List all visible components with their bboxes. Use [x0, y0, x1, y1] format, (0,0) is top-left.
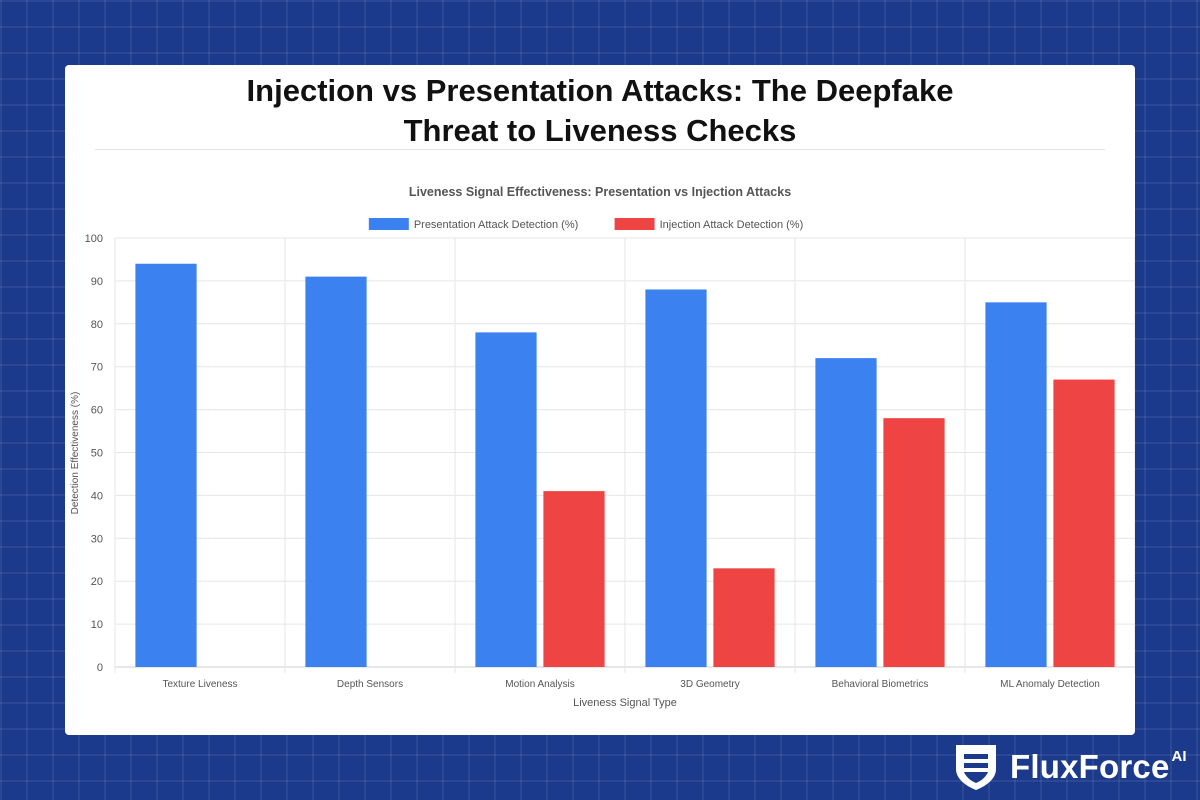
chart-title: Liveness Signal Effectiveness: Presentat… [409, 185, 791, 199]
y-tick-label: 0 [97, 662, 103, 674]
bar-injection[interactable] [1053, 379, 1115, 667]
chart-bars [135, 263, 1115, 667]
x-axis-label: Liveness Signal Type [573, 697, 677, 709]
y-tick-label: 10 [91, 619, 103, 631]
content-card: Injection vs Presentation Attacks: The D… [65, 65, 1135, 735]
page-title: Injection vs Presentation Attacks: The D… [65, 71, 1135, 151]
x-tick-label: Depth Sensors [337, 679, 403, 690]
bar-presentation[interactable] [135, 263, 197, 667]
x-tick-label: ML Anomaly Detection [1000, 679, 1100, 690]
bar-chart: Liveness Signal Effectiveness: Presentat… [70, 185, 1135, 709]
x-tick-label: Texture Liveness [162, 679, 237, 690]
bar-presentation[interactable] [985, 302, 1047, 667]
x-axis-ticks: Texture Liveness Depth Sensors Motion Anal… [162, 679, 1099, 690]
y-tick-label: 90 [91, 276, 103, 288]
y-axis-ticks: 0 10 20 30 40 50 60 70 80 90 100 [85, 233, 103, 674]
legend-swatch [368, 218, 409, 230]
page-title-line-2: Threat to Liveness Checks [403, 113, 797, 148]
y-tick-label: 50 [91, 448, 103, 460]
y-tick-label: 100 [85, 233, 103, 245]
bar-injection[interactable] [883, 418, 945, 667]
title-divider [95, 149, 1105, 150]
bar-presentation[interactable] [645, 289, 707, 667]
brand-logo: FluxForce AI [950, 742, 1187, 792]
shield-icon [956, 745, 996, 790]
page-title-line-1: Injection vs Presentation Attacks: The D… [246, 73, 954, 108]
legend-label: Injection Attack Detection (%) [660, 219, 804, 231]
brand-suffix: AI [1171, 748, 1187, 765]
bar-presentation[interactable] [305, 276, 367, 667]
y-tick-label: 60 [91, 405, 103, 417]
y-tick-label: 40 [91, 490, 103, 502]
y-axis-label: Detection Effectiveness (%) [70, 392, 81, 515]
x-tick-label: Motion Analysis [505, 679, 574, 690]
y-tick-label: 20 [91, 576, 103, 588]
chart-grid [114, 237, 1135, 673]
bar-presentation[interactable] [475, 332, 537, 667]
x-tick-label: 3D Geometry [680, 679, 739, 690]
legend-swatch [614, 218, 655, 230]
y-tick-label: 80 [91, 319, 103, 331]
bar-presentation[interactable] [815, 358, 877, 667]
brand-name: FluxForce [1010, 748, 1170, 785]
bar-injection[interactable] [543, 491, 605, 667]
chart-legend: Presentation Attack Detection (%) Injecti… [368, 218, 804, 231]
legend-label: Presentation Attack Detection (%) [414, 219, 578, 231]
y-tick-label: 70 [91, 362, 103, 374]
y-tick-label: 30 [91, 533, 103, 545]
x-tick-label: Behavioral Biometrics [832, 679, 929, 690]
bar-injection[interactable] [713, 568, 775, 667]
